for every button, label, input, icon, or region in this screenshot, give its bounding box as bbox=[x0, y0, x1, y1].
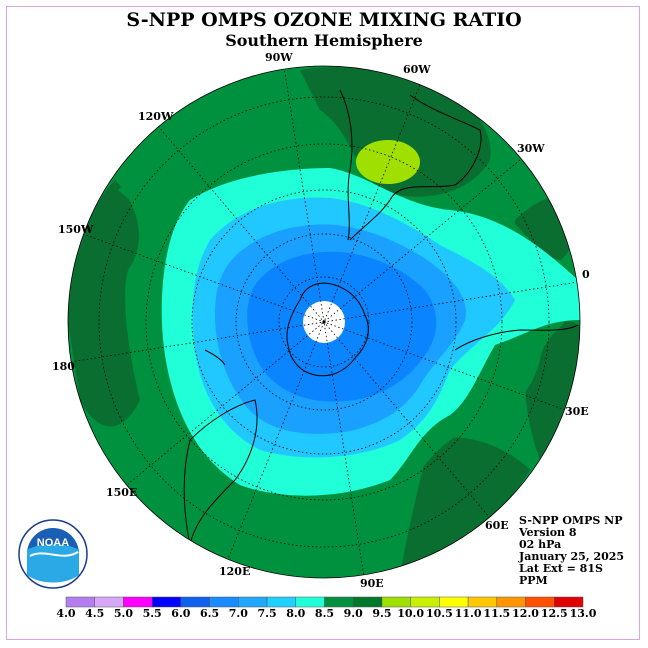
contour-9.0-southeast bbox=[400, 437, 530, 575]
info-level: 02 hPa bbox=[519, 538, 562, 551]
lon-label-150e: 150E bbox=[106, 486, 138, 499]
colorbar-swatch bbox=[496, 596, 526, 608]
figure-frame bbox=[6, 6, 640, 640]
colorbar-tick-label: 10.0 bbox=[397, 607, 425, 620]
colorbar-swatch bbox=[209, 596, 239, 608]
colorbar-swatch bbox=[266, 596, 297, 608]
colorbar-swatch bbox=[439, 596, 469, 608]
lon-label-60w: 60W bbox=[403, 63, 431, 76]
colorbar-tick-label: 13.0 bbox=[569, 607, 597, 620]
colorbar-swatch bbox=[151, 596, 182, 608]
new-zealand-coastline bbox=[204, 349, 226, 366]
lon-label-0: 0 bbox=[582, 268, 590, 281]
colorbar-swatch bbox=[94, 596, 124, 608]
colorbar-tick-label: 9.5 bbox=[372, 607, 392, 620]
colorbar-tick-label: 4.5 bbox=[85, 607, 105, 620]
lon-label-180: 180 bbox=[52, 360, 75, 373]
map-subtitle: Southern Hemisphere bbox=[225, 31, 423, 50]
colorbar-tick-label: 11.0 bbox=[454, 607, 482, 620]
colorbar-swatch bbox=[324, 596, 354, 608]
lon-label-150w: 150W bbox=[58, 223, 94, 236]
meridian-30w-150e bbox=[127, 159, 521, 485]
colorbar-tick-label: 10.5 bbox=[425, 607, 453, 620]
colorbar-swatch bbox=[65, 596, 95, 608]
latitude-circle-60 bbox=[191, 189, 457, 455]
lon-label-90w: 90W bbox=[265, 51, 293, 64]
info-lat-ext: Lat Ext = 81S bbox=[519, 562, 603, 575]
colorbar-tick-label: 5.5 bbox=[142, 607, 162, 620]
colorbar-swatch bbox=[381, 596, 411, 608]
colorbar-swatch bbox=[295, 596, 325, 608]
africa-coastline bbox=[454, 324, 579, 351]
contour-9.0-west bbox=[68, 180, 140, 427]
colorbar-swatch bbox=[238, 596, 268, 608]
colorbar-swatch bbox=[123, 596, 153, 608]
info-version: Version 8 bbox=[519, 526, 577, 539]
map-title: S-NPP OMPS OZONE MIXING RATIO bbox=[126, 9, 522, 31]
meridian-60w-120e bbox=[227, 84, 421, 560]
latitude-circle-50 bbox=[145, 143, 503, 501]
latitude-circle-40 bbox=[98, 96, 550, 548]
colorbar-tick-label: 6.5 bbox=[200, 607, 220, 620]
colorbar-tick-label: 8.0 bbox=[286, 607, 306, 620]
info-date: January 25, 2025 bbox=[519, 550, 625, 563]
colorbar-swatch bbox=[352, 596, 383, 608]
map-boundary bbox=[67, 65, 581, 579]
colorbar-tick-label: 4.0 bbox=[56, 607, 76, 620]
lon-label-60e: 60E bbox=[485, 519, 509, 532]
colorbar-swatch bbox=[467, 596, 498, 608]
colorbar-tick-label: 6.0 bbox=[171, 607, 191, 620]
info-instrument: S-NPP OMPS NP bbox=[519, 514, 623, 527]
noaa-logo: NOAA bbox=[18, 519, 88, 589]
colorbar-swatch bbox=[554, 596, 584, 608]
lon-label-30e: 30E bbox=[565, 405, 589, 418]
noaa-logo-text: NOAA bbox=[37, 537, 69, 549]
colorbar-tick-label: 5.0 bbox=[113, 607, 133, 620]
south-america-coastline bbox=[339, 89, 482, 241]
colorbar-tick-label: 11.5 bbox=[483, 607, 511, 620]
colorbar-tick-label: 7.0 bbox=[228, 607, 248, 620]
colorbar-tick-label: 12.0 bbox=[512, 607, 539, 620]
colorbar-tick-label: 7.5 bbox=[257, 607, 277, 620]
lon-label-90e: 90E bbox=[360, 577, 384, 590]
info-block: S-NPP OMPS NP Version 8 02 hPa January 2… bbox=[519, 515, 624, 587]
colorbar bbox=[65, 596, 584, 608]
latitude-circle-70 bbox=[235, 233, 413, 411]
australia-coastline bbox=[183, 399, 258, 546]
latitude-circle-80 bbox=[278, 276, 370, 368]
colorbar-swatch bbox=[410, 596, 440, 608]
lon-label-120e: 120E bbox=[219, 565, 251, 578]
lon-label-30w: 30W bbox=[517, 142, 545, 155]
colorbar-tick-label: 12.5 bbox=[540, 607, 568, 620]
colorbar-swatch bbox=[525, 596, 555, 608]
contour-9.0-north bbox=[300, 67, 491, 197]
colorbar-tick-label: 9.0 bbox=[343, 607, 363, 620]
lon-label-120w: 120W bbox=[138, 110, 174, 123]
info-units: PPM bbox=[519, 574, 548, 587]
colorbar-swatch bbox=[180, 596, 210, 608]
contour-9.5-blob bbox=[356, 140, 420, 184]
colorbar-tick-label: 8.5 bbox=[314, 607, 335, 620]
south-pole-marker bbox=[322, 320, 326, 324]
